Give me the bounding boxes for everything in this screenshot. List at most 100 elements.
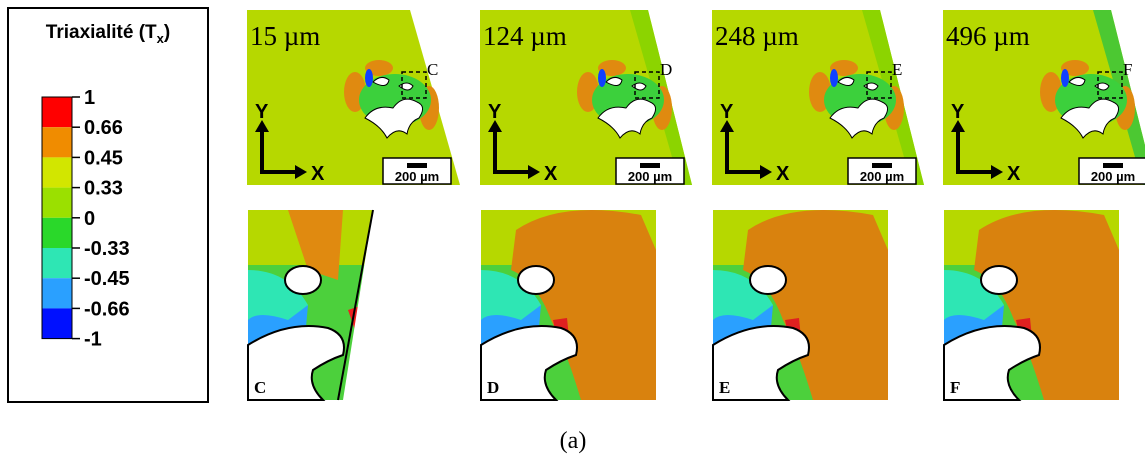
scale-bar [407,163,427,168]
y-arrow-head [488,120,502,132]
zoom-box [1097,71,1123,99]
zoom-letter: D [660,60,672,79]
color-band [42,308,72,339]
depth-label: 124 µm [483,21,567,51]
color-band [42,97,72,128]
top-panel: E 248 µm Y X 200 µm [712,10,924,185]
zoom-letter: F [1123,60,1132,79]
orange-zone [830,60,858,76]
x-arrow-head [295,165,307,179]
x-axis-label: X [1007,163,1021,185]
y-axis-label: Y [255,101,269,123]
depth-label: 248 µm [715,21,799,51]
colorbar-label: -0.66 [84,298,130,320]
color-band [42,248,72,279]
y-axis-label: Y [951,101,965,123]
void [749,265,787,295]
blue-zone [598,69,606,87]
color-band [42,127,72,158]
zoom-letter: E [719,378,730,397]
top-panel: F 496 µm Y X 200 µm [943,10,1145,185]
color-band [42,278,72,309]
zoom-letter: C [254,378,266,397]
zoom-box [866,71,892,99]
orange-zone [743,210,888,400]
legend-title-end: ) [164,22,170,43]
x-axis-label: X [544,163,558,185]
zoom-box [401,71,427,99]
legend-box [7,7,209,403]
scale-label: 200 µm [1091,169,1135,184]
void [247,325,345,401]
zoom-letter: D [487,378,499,397]
orange-zone [288,210,343,280]
x-arrow-head [528,165,540,179]
depth-label: 15 µm [250,21,320,51]
orange-zone [974,210,1119,400]
zoom-panel: D [480,210,656,401]
x-arrow-head [991,165,1003,179]
legend-title-sub: x [157,31,165,46]
top-panel: D 124 µm Y X 200 µm [480,10,692,185]
orange-zone [511,210,656,400]
void [1060,76,1119,139]
cyan-zone [713,270,773,320]
cyan-zone [481,270,541,320]
orange-zone [1061,60,1089,76]
blue-zone [830,69,838,87]
void [284,265,322,295]
void [364,76,423,139]
zoom-letter: E [892,60,902,79]
blue-zone [365,69,373,87]
y-axis-label: Y [720,101,734,123]
zoom-panel: F [943,210,1119,401]
legend-title-text: Triaxialité (T [46,22,157,43]
colorbar-label: 1 [84,87,95,109]
color-band [42,217,72,248]
scale-label: 200 µm [628,169,672,184]
y-arrow-head [720,120,734,132]
scale-bar [872,163,892,168]
orange-zone [365,60,393,76]
cyan-zone [944,270,1004,320]
blue-zone [1061,69,1069,87]
zoom-letter: F [950,378,960,397]
colorbar-label: 0.66 [84,117,123,139]
legend-title: Triaxialité (Tx) [46,22,170,46]
color-band [42,187,72,218]
void [712,325,810,401]
scale-label: 200 µm [860,169,904,184]
y-axis-label: Y [488,101,502,123]
outside [343,210,423,400]
zoom-letter: C [427,60,438,79]
void [597,76,656,139]
x-arrow-head [760,165,772,179]
colorbar-label: 0.45 [84,147,123,169]
scale-label: 200 µm [395,169,439,184]
zoom-panel: C [247,209,423,401]
caption: (a) [560,428,587,454]
zoom-box [634,71,660,99]
cyan-zone [248,270,308,320]
y-arrow-head [255,120,269,132]
void [480,325,578,401]
scale-box [615,157,685,185]
top-panel: C 15 µm Y X 200 µm [247,10,460,185]
y-arrow-head [951,120,965,132]
scale-bar [640,163,660,168]
colorbar-label: 0 [84,208,95,230]
edge [337,209,374,401]
colorbar-label: -0.45 [84,268,130,290]
x-axis-label: X [311,163,325,185]
scale-bar [1103,163,1123,168]
color-band [42,157,72,188]
void [517,265,555,295]
depth-label: 496 µm [946,21,1030,51]
colorbar-label: -0.33 [84,238,130,260]
colorbar-label: 0.33 [84,178,123,200]
zoom-panel: E [712,210,888,401]
scale-box [382,157,452,185]
x-axis-label: X [776,163,790,185]
scale-box [1078,157,1145,185]
